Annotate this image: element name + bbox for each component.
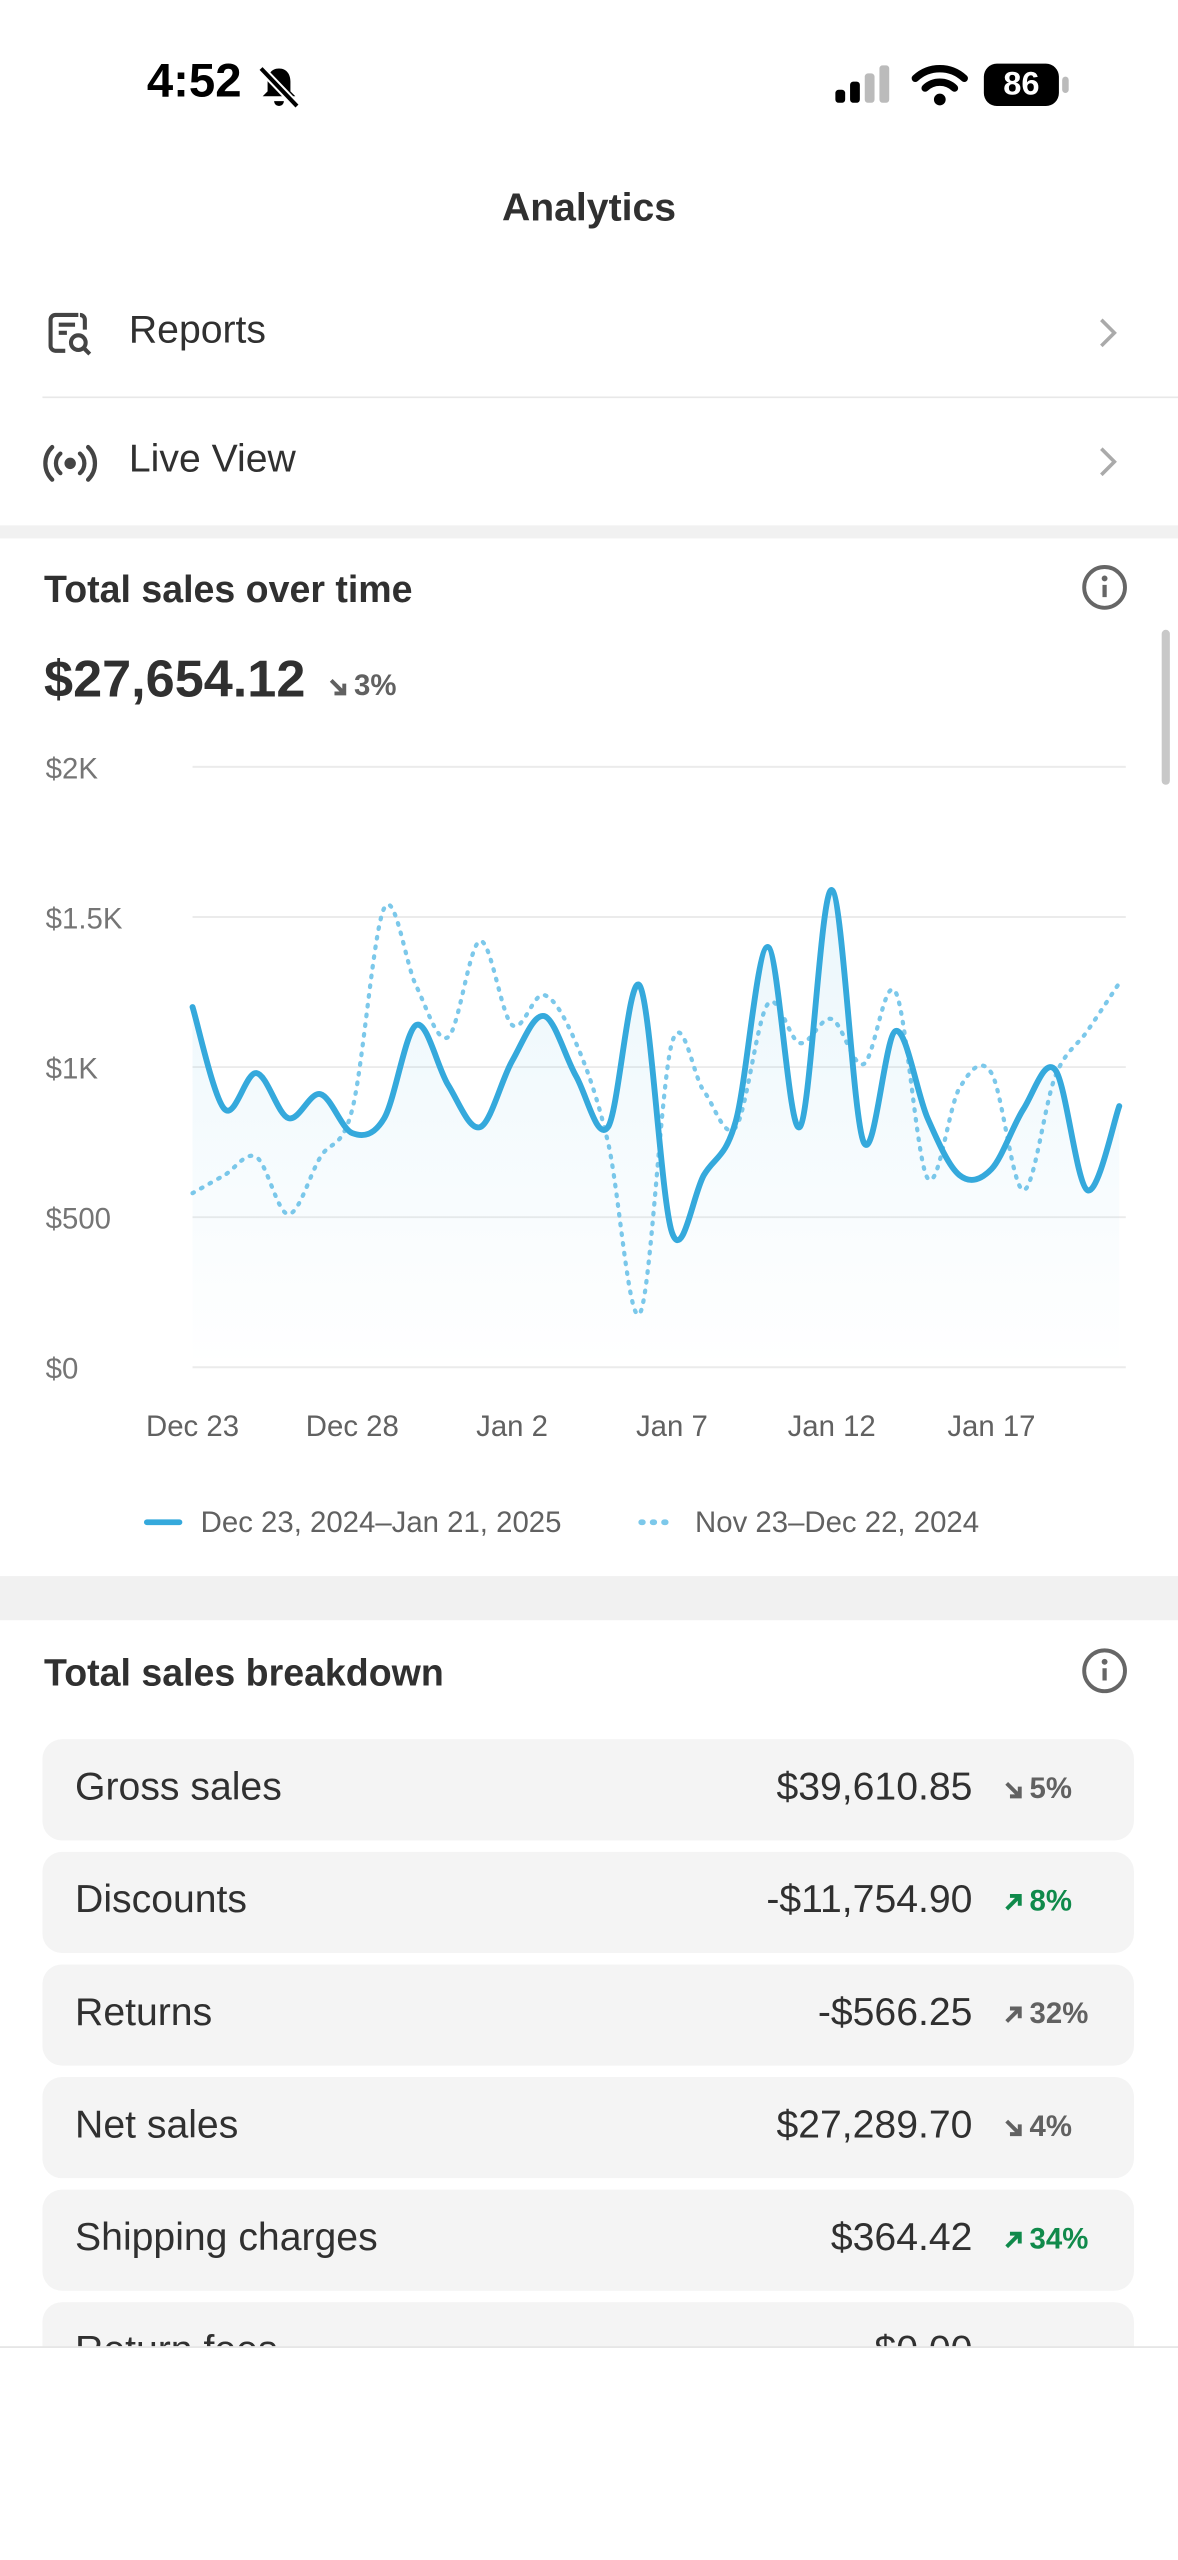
live-view-icon xyxy=(43,444,98,482)
row-value: $39,610.85 xyxy=(776,1765,973,1810)
row-label: Discounts xyxy=(75,1877,247,1923)
battery: 86 xyxy=(983,63,1059,107)
card-title: Total sales over time xyxy=(44,567,413,611)
breakdown-row: Net sales $27,289.70 4% xyxy=(42,2077,1134,2179)
arrow-glyph xyxy=(1005,1781,1022,1798)
row-label: Shipping charges xyxy=(75,2215,378,2260)
screen-title: Analytics xyxy=(501,186,677,231)
breakdown-row: Discounts -$11,754.90 8% xyxy=(42,1851,1134,1954)
wifi-icon xyxy=(911,65,968,106)
breakdown-row: Returns -$566.25 32% xyxy=(42,1964,1134,2066)
tab-bar xyxy=(0,2346,1178,2559)
legend-label: Dec 23, 2024–Jan 21, 2025 xyxy=(201,1506,562,1539)
x-tick-label: Jan 7 xyxy=(636,1410,708,1443)
trend-arrow xyxy=(1005,1781,1022,1798)
separator xyxy=(42,396,1178,399)
trend-arrow xyxy=(1005,2230,1022,2248)
row-value: -$11,754.90 xyxy=(766,1877,973,1923)
row-label: Returns xyxy=(75,1990,213,2035)
reports-icon xyxy=(48,312,92,356)
row-label: Gross sales xyxy=(75,1765,282,1810)
y-tick-label: $0 xyxy=(46,1353,79,1386)
silent-icon xyxy=(258,65,300,109)
info-icon[interactable] xyxy=(1080,1646,1129,1695)
row-value: $27,289.70 xyxy=(776,2103,973,2148)
row-value: $364.42 xyxy=(830,2215,973,2260)
menu-item[interactable]: Reports xyxy=(128,308,267,353)
arrow-glyph xyxy=(1005,2230,1022,2248)
signal-icon xyxy=(835,65,890,103)
row-change: 32% xyxy=(1002,1997,1089,2031)
section-divider xyxy=(0,1576,1178,1621)
chevron xyxy=(1100,318,1117,348)
change-text: 8% xyxy=(1029,1884,1072,1918)
change-text: 4% xyxy=(1029,2109,1072,2143)
y-tick-label: $500 xyxy=(46,1203,111,1236)
x-tick-label: Jan 2 xyxy=(476,1410,548,1443)
row-change: 5% xyxy=(1002,1772,1072,1806)
battery-cap xyxy=(1062,76,1069,94)
x-tick-label: Dec 28 xyxy=(306,1410,399,1443)
y-tick-label: $2K xyxy=(46,752,99,785)
chevron xyxy=(1100,447,1117,477)
trend-arrow xyxy=(1005,2005,1022,2023)
trend-arrow xyxy=(329,678,347,695)
arrow-glyph xyxy=(1005,2005,1022,2023)
trend-arrow xyxy=(1005,2118,1022,2136)
status-time: 4:52 xyxy=(146,55,242,108)
row-value: -$566.25 xyxy=(817,1990,973,2035)
series-line xyxy=(189,886,1123,1244)
legend-label: Nov 23–Dec 22, 2024 xyxy=(695,1506,979,1539)
change-text: 5% xyxy=(1029,1771,1072,1805)
card-title: Total sales breakdown xyxy=(44,1651,444,1694)
change-text: 3% xyxy=(354,668,397,702)
row-change: 4% xyxy=(1002,2110,1072,2144)
trend-arrow xyxy=(1005,1893,1022,1910)
change-text: 34% xyxy=(1029,2222,1089,2255)
arrow-glyph xyxy=(1005,1893,1022,1910)
breakdown-row: Gross sales $39,610.85 5% xyxy=(42,1739,1134,1841)
menu-item[interactable]: Live View xyxy=(128,437,296,482)
row-change: 8% xyxy=(1002,1884,1072,1918)
x-tick-label: Jan 17 xyxy=(947,1410,1035,1443)
arrow-glyph xyxy=(1005,2118,1022,2136)
section-divider xyxy=(0,525,1178,539)
x-tick-label: Jan 12 xyxy=(788,1410,876,1443)
y-tick-label: $1K xyxy=(46,1052,99,1085)
y-tick-label: $1.5K xyxy=(46,902,123,935)
sales-change: 3% xyxy=(326,668,397,703)
scrollbar xyxy=(1161,629,1170,785)
row-label: Net sales xyxy=(75,2103,239,2148)
sales-chart: $0 $500 $1K $1.5K $2K Dec 23 Dec 28 Jan 2 Jan 7 J… xyxy=(46,752,1126,1539)
breakdown-row: Shipping charges $364.42 34% xyxy=(42,2189,1134,2291)
row-change: 34% xyxy=(1002,2222,1089,2256)
info-icon[interactable] xyxy=(1080,563,1129,612)
sales-total: $27,654.12 xyxy=(44,649,306,709)
arrow-glyph xyxy=(329,678,347,695)
x-tick-label: Dec 23 xyxy=(146,1410,239,1443)
change-text: 32% xyxy=(1029,1997,1089,2030)
